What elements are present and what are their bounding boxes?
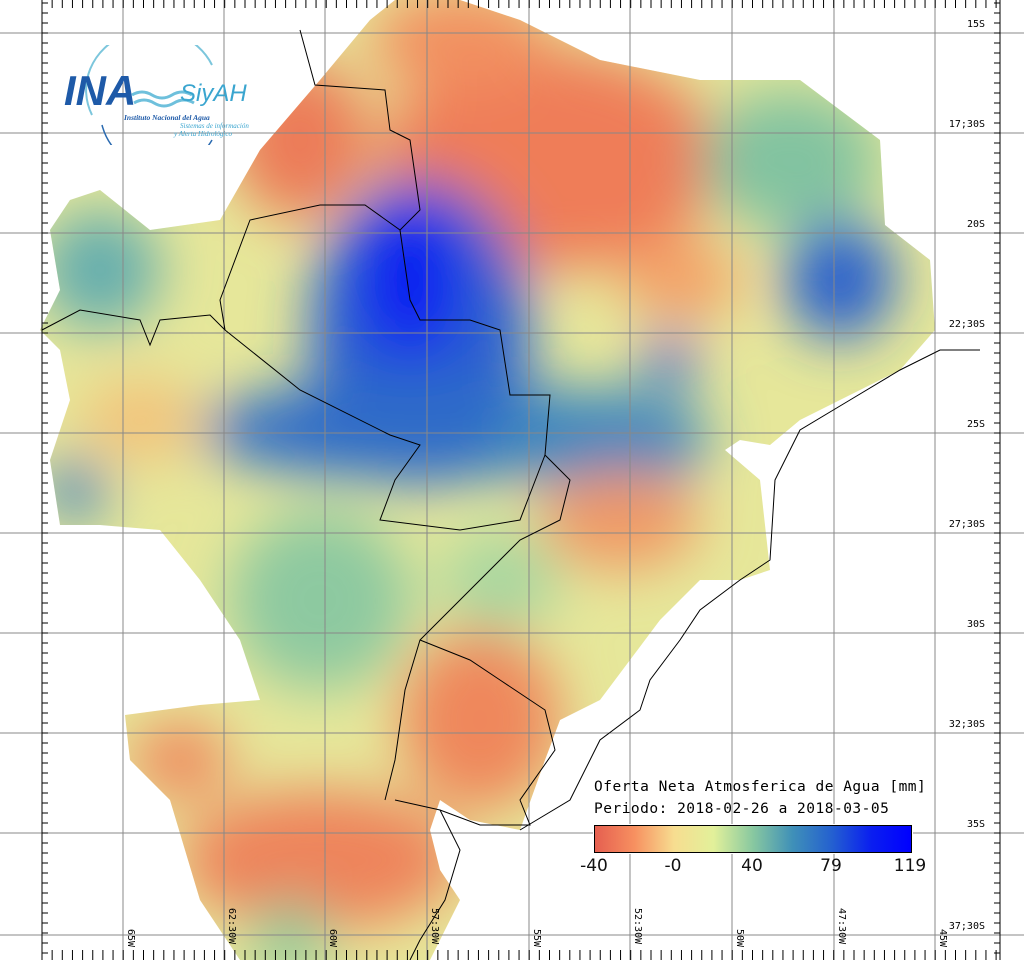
political-borders	[41, 29, 980, 960]
longitude-label: 50W	[734, 929, 745, 948]
ina-siyah-logo: INA SiyAH Instituto Nacional del Agua Si…	[62, 28, 267, 171]
colorbar	[593, 824, 913, 854]
longitude-label: 55W	[531, 929, 542, 948]
latitude-labels: 15S 17;30S 20S 22;30S 25S 27;30S 30S 32;30S 35S 3…	[949, 19, 985, 932]
longitude-label: 65W	[125, 929, 136, 948]
logo-acronym: INA	[64, 67, 136, 114]
longitude-label: 57:30W	[429, 908, 440, 945]
longitude-labels: 65W 62:30W 60W 57:30W 55W 52:30W 50W 47:30W 45W	[125, 908, 948, 948]
logo-system-line2: y Alerta Hidrológico	[173, 130, 232, 138]
latitude-label: 37;30S	[949, 921, 985, 932]
longitude-label: 60W	[327, 929, 338, 948]
latitude-label: 22;30S	[949, 319, 985, 330]
latitude-label: 15S	[967, 19, 985, 30]
colorbar-tick: 79	[820, 856, 842, 876]
legend-period: Periodo: 2018-02-26 a 2018-03-05	[594, 801, 890, 817]
colorbar-tick: 119	[893, 856, 927, 876]
latitude-label: 30S	[967, 619, 985, 630]
colorbar-gradient	[595, 826, 911, 852]
colorbar-tick: 40	[741, 856, 763, 876]
latitude-label: 35S	[967, 819, 985, 830]
longitude-label: 47:30W	[836, 908, 847, 945]
latitude-label: 20S	[967, 219, 985, 230]
legend-title: Oferta Neta Atmosferica de Agua [mm]	[594, 779, 927, 795]
longitude-label: 62:30W	[226, 908, 237, 945]
axis-ticks	[41, 0, 1001, 960]
latitude-label: 25S	[967, 419, 985, 430]
latitude-label: 17;30S	[949, 119, 985, 130]
colorbar-tick: -40	[580, 856, 608, 876]
latitude-label: 27;30S	[949, 519, 985, 530]
latitude-label: 32;30S	[949, 719, 985, 730]
logo-graphic: INA SiyAH Instituto Nacional del Agua Si…	[64, 28, 249, 171]
longitude-label: 52:30W	[632, 908, 643, 945]
longitude-label: 45W	[937, 929, 948, 948]
logo-institution: Instituto Nacional del Agua	[123, 113, 210, 122]
logo-system-line1: Sistemas de información	[180, 122, 249, 130]
colorbar-tick: -0	[664, 856, 682, 876]
logo-brand: SiyAH	[180, 80, 247, 107]
